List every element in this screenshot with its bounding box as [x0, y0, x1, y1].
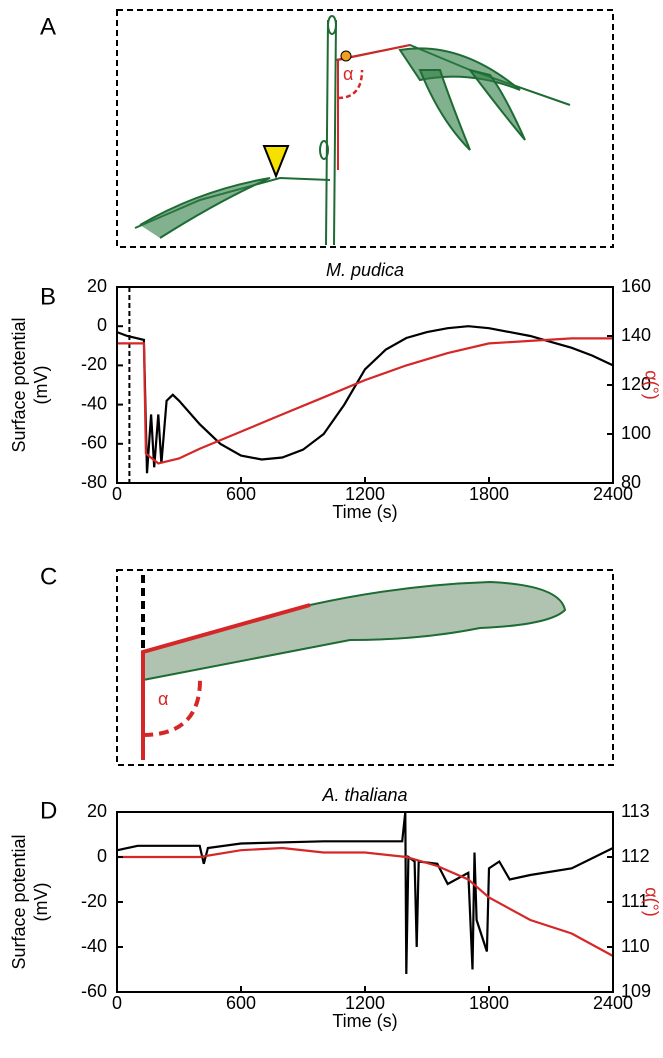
x-tick-label: 2400 [593, 484, 633, 504]
x-axis-label: Time (s) [332, 502, 397, 522]
chart-title: A. thaliana [321, 785, 407, 805]
data-line [116, 811, 614, 975]
angle-arc [337, 69, 364, 100]
x-tick-label: 600 [226, 484, 256, 504]
y-tick-label: -20 [81, 354, 107, 374]
y2-axis-label: α(°) [641, 887, 661, 917]
angle-arc [142, 679, 202, 737]
y2-tick-label: 112 [621, 846, 650, 866]
x-tick-label: 1200 [345, 993, 385, 1013]
x-tick-label: 1800 [469, 993, 509, 1013]
angle-label: α [343, 64, 353, 84]
panel-label: C [40, 563, 57, 590]
data-line [117, 846, 614, 957]
panel-frame [116, 569, 614, 766]
y-tick-label: 20 [87, 276, 107, 296]
y2-tick-label: 140 [621, 325, 651, 345]
y2-axis-label: α(°) [641, 370, 661, 400]
y2-tick-label: 111 [621, 891, 648, 911]
plot-frame [116, 811, 614, 993]
y-tick-label: 20 [87, 801, 107, 821]
y2-tick-label: 109 [621, 981, 651, 1001]
y-tick-label: -40 [81, 393, 107, 413]
x-tick-label: 1200 [345, 484, 385, 504]
data-line [117, 337, 613, 465]
x-tick-label: 1800 [469, 484, 509, 504]
panel-label: A [40, 13, 56, 40]
marker-dot [340, 50, 352, 62]
y-tick-label: -40 [81, 936, 107, 956]
x-tick-label: 0 [112, 993, 122, 1013]
y-tick-label: -80 [81, 472, 107, 492]
y2-tick-label: 160 [621, 276, 651, 296]
x-tick-label: 0 [112, 484, 122, 504]
leaf [142, 580, 567, 682]
y2-tick-label: 120 [621, 374, 651, 394]
y2-tick-label: 80 [621, 472, 641, 492]
data-line [116, 325, 614, 474]
y-axis-label: (mV) [31, 883, 51, 922]
y-axis-label: Surface potential [9, 834, 29, 969]
y2-tick-label: 113 [621, 801, 650, 821]
panel-frame [116, 9, 614, 248]
y2-tick-label: 110 [621, 936, 650, 956]
panel-label: D [40, 797, 57, 824]
y2-tick-label: 100 [621, 423, 651, 443]
y-tick-label: 0 [97, 846, 107, 866]
angle-label: α [158, 689, 168, 709]
y-tick-label: -20 [81, 891, 107, 911]
x-tick-label: 2400 [593, 993, 633, 1013]
y-tick-label: -60 [81, 981, 107, 1001]
angle-line [337, 44, 411, 170]
y-tick-label: -60 [81, 433, 107, 453]
y-axis-label: Surface potential [9, 317, 29, 452]
panel-label: B [40, 283, 56, 310]
stimulus-arrow [262, 145, 290, 179]
chart-title: M. pudica [326, 260, 404, 280]
y-axis-label: (mV) [31, 366, 51, 405]
mimosa-diagram [134, 15, 571, 246]
y-tick-label: 0 [97, 315, 107, 335]
angle-line [141, 603, 311, 760]
x-tick-label: 600 [226, 993, 256, 1013]
x-axis-label: Time (s) [332, 1011, 397, 1031]
